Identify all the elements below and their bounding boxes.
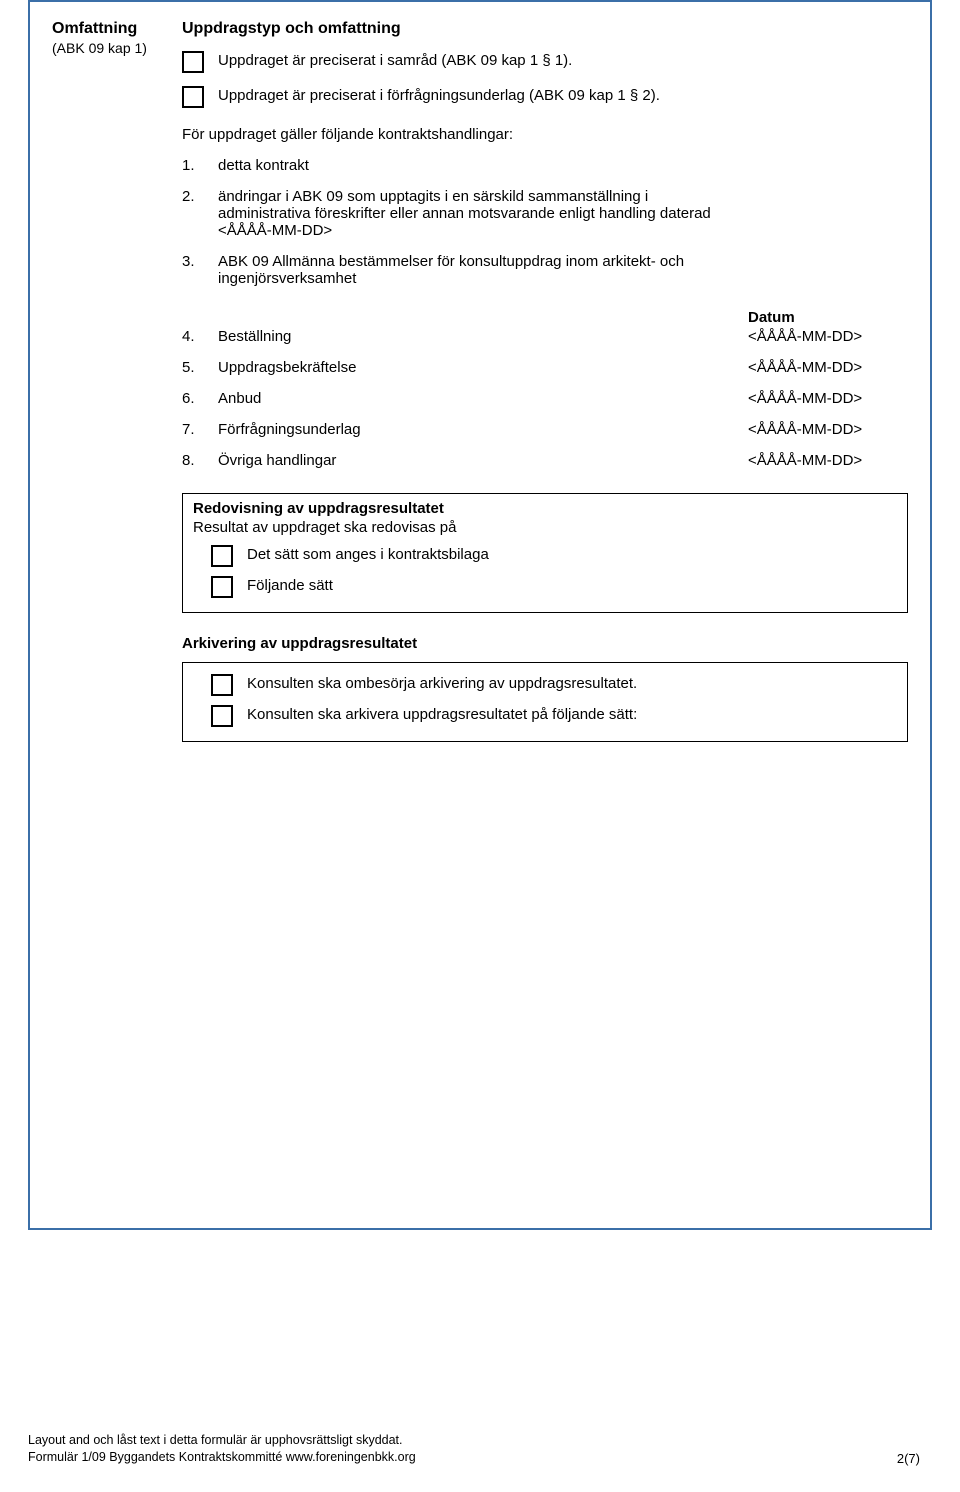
list-date: <ÅÅÅÅ-MM-DD> (748, 390, 908, 407)
content-column: Uppdragstyp och omfattning Uppdraget är … (182, 20, 908, 742)
checkbox-forfragning[interactable] (182, 86, 204, 108)
redovisning-box: Redovisning av uppdragsresultatet Result… (182, 493, 908, 613)
checkbox-label-ombesorja: Konsulten ska ombesörja arkivering av up… (247, 675, 637, 692)
list-item: 1. detta kontrakt (182, 157, 908, 174)
list-num: 3. (182, 253, 218, 287)
header-row: Omfattning (ABK 09 kap 1) Uppdragstyp oc… (52, 20, 908, 742)
list-num: 6. (182, 390, 218, 407)
list-num: 4. (182, 328, 218, 345)
date-header-label: Datum (748, 309, 908, 326)
checkbox-row-kontraktsbilaga: Det sätt som anges i kontraktsbilaga (211, 546, 897, 567)
checkbox-label-kontraktsbilaga: Det sätt som anges i kontraktsbilaga (247, 546, 489, 563)
checkbox-kontraktsbilaga[interactable] (211, 545, 233, 567)
list-text: ändringar i ABK 09 som upptagits i en sä… (218, 188, 738, 239)
list-text: Uppdragsbekräftelse (218, 359, 748, 376)
section-heading: Uppdragstyp och omfattning (182, 20, 908, 38)
list-item: 8. Övriga handlingar <ÅÅÅÅ-MM-DD> (182, 452, 908, 469)
list-item: 5. Uppdragsbekräftelse <ÅÅÅÅ-MM-DD> (182, 359, 908, 376)
list-date: <ÅÅÅÅ-MM-DD> (748, 421, 908, 438)
page-number: 2(7) (897, 1451, 920, 1466)
redovisning-title: Redovisning av uppdragsresultatet (193, 500, 897, 517)
list-num: 1. (182, 157, 218, 174)
checkbox-row-forfragning: Uppdraget är preciserat i förfrågningsun… (182, 87, 908, 108)
checkbox-label-arkivera-satt: Konsulten ska arkivera uppdragsresultate… (247, 706, 637, 723)
list-text: Beställning (218, 328, 748, 345)
list-date: <ÅÅÅÅ-MM-DD> (748, 452, 908, 469)
checkbox-label-foljande-satt: Följande sätt (247, 577, 333, 594)
footer-line-2: Formulär 1/09 Byggandets Kontraktskommit… (28, 1449, 416, 1466)
contract-intro: För uppdraget gäller följande kontraktsh… (182, 126, 908, 143)
redovisning-subtitle: Resultat av uppdraget ska redovisas på (193, 519, 897, 536)
checkbox-row-ombesorja: Konsulten ska ombesörja arkivering av up… (211, 675, 897, 696)
checkbox-arkivera-satt[interactable] (211, 705, 233, 727)
list-item: 3. ABK 09 Allmänna bestämmelser för kons… (182, 253, 908, 287)
list-num: 2. (182, 188, 218, 239)
list-num: 7. (182, 421, 218, 438)
list-date: <ÅÅÅÅ-MM-DD> (748, 328, 908, 345)
date-header-row: Datum (182, 309, 908, 326)
checkbox-label-samrad: Uppdraget är preciserat i samråd (ABK 09… (218, 52, 572, 69)
omfattning-subtitle: (ABK 09 kap 1) (52, 40, 182, 56)
omfattning-title: Omfattning (52, 20, 182, 38)
footer-line-1: Layout and och låst text i detta formulä… (28, 1432, 416, 1449)
checkbox-label-forfragning: Uppdraget är preciserat i förfrågningsun… (218, 87, 660, 104)
list-num: 5. (182, 359, 218, 376)
checkbox-row-arkivera-satt: Konsulten ska arkivera uppdragsresultate… (211, 706, 897, 727)
checkbox-ombesorja[interactable] (211, 674, 233, 696)
checkbox-row-foljande-satt: Följande sätt (211, 577, 897, 598)
arkivering-title: Arkivering av uppdragsresultatet (182, 635, 908, 652)
list-date: <ÅÅÅÅ-MM-DD> (748, 359, 908, 376)
left-column: Omfattning (ABK 09 kap 1) (52, 20, 182, 742)
list-text: detta kontrakt (218, 157, 908, 174)
list-num: 8. (182, 452, 218, 469)
list-text: Anbud (218, 390, 748, 407)
list-item: 4. Beställning <ÅÅÅÅ-MM-DD> (182, 328, 908, 345)
arkivering-box: Konsulten ska ombesörja arkivering av up… (182, 662, 908, 742)
list-item: 6. Anbud <ÅÅÅÅ-MM-DD> (182, 390, 908, 407)
contract-list: 1. detta kontrakt 2. ändringar i ABK 09 … (182, 157, 908, 287)
list-text: Förfrågningsunderlag (218, 421, 748, 438)
list-item: 2. ändringar i ABK 09 som upptagits i en… (182, 188, 908, 239)
form-frame: Omfattning (ABK 09 kap 1) Uppdragstyp oc… (28, 0, 932, 1230)
list-item: 7. Förfrågningsunderlag <ÅÅÅÅ-MM-DD> (182, 421, 908, 438)
checkbox-foljande-satt[interactable] (211, 576, 233, 598)
footer: Layout and och låst text i detta formulä… (28, 1432, 416, 1466)
list-text: ABK 09 Allmänna bestämmelser för konsult… (218, 253, 738, 287)
checkbox-row-samrad: Uppdraget är preciserat i samråd (ABK 09… (182, 52, 908, 73)
checkbox-samrad[interactable] (182, 51, 204, 73)
list-text: Övriga handlingar (218, 452, 748, 469)
